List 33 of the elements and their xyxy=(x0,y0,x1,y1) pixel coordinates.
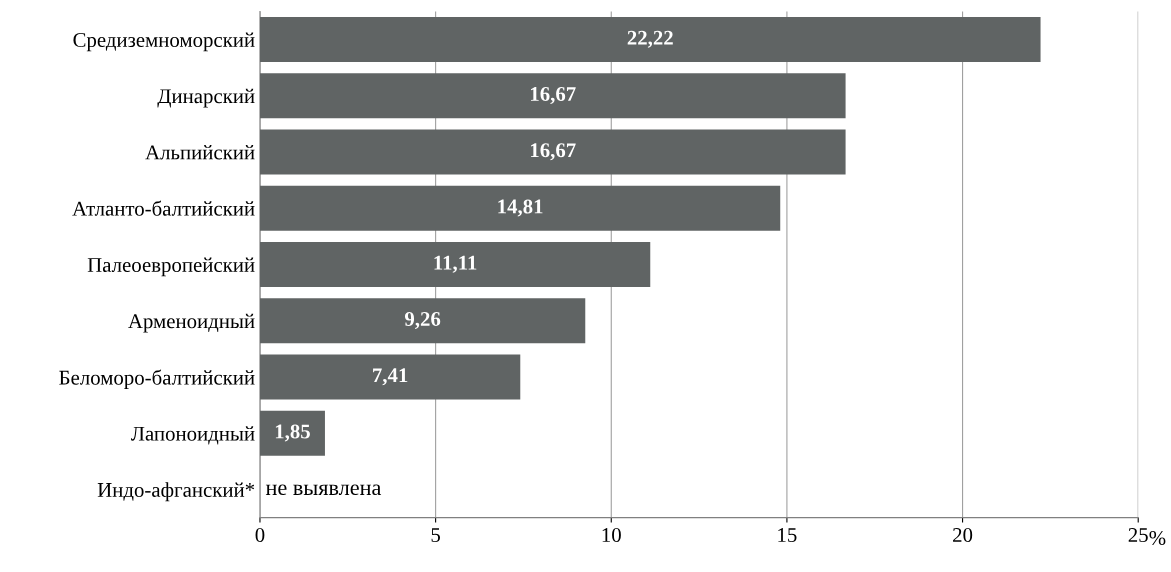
x-tick-label: 10 xyxy=(602,527,621,543)
data-label: 1,85 xyxy=(275,424,310,442)
y-tick-label: Арменоидный xyxy=(128,313,255,333)
bar xyxy=(259,185,781,231)
x-tick-label: 0 xyxy=(255,527,265,543)
data-label: 11,11 xyxy=(434,255,477,273)
y-tick-label: Динарский xyxy=(157,88,255,108)
data-label: 16,67 xyxy=(531,87,576,105)
x-axis-title: % xyxy=(1149,530,1166,546)
y-tick-label: Индо-афганский* xyxy=(97,482,255,502)
data-label: 16,67 xyxy=(531,143,576,161)
data-label: 9,26 xyxy=(404,312,441,330)
x-tick-label: 20 xyxy=(953,527,973,543)
data-label: 7,41 xyxy=(373,368,408,386)
x-tick-label: 25 xyxy=(1128,528,1148,543)
bar xyxy=(259,354,521,400)
y-tick-label: Альпийский xyxy=(145,145,255,160)
x-tick-label: 15 xyxy=(778,528,797,543)
y-tick-label: Лапоноидный xyxy=(131,426,255,445)
data-label: 14,81 xyxy=(498,199,543,217)
x-tick-label: 5 xyxy=(431,528,441,543)
bar xyxy=(259,17,1041,63)
bar xyxy=(259,73,846,119)
bar xyxy=(259,129,846,175)
annotation: не выявлена xyxy=(265,484,382,496)
y-tick-label: Средиземноморский xyxy=(73,32,255,52)
bar xyxy=(259,410,325,456)
y-tick-label: Атланто-балтийский xyxy=(72,200,255,216)
bar xyxy=(259,298,586,344)
y-tick-label: Палеоевропейский xyxy=(87,257,255,277)
bar xyxy=(259,242,651,288)
y-tick-label: Беломоро-балтийский xyxy=(59,369,255,389)
data-label: 22,22 xyxy=(627,30,673,48)
